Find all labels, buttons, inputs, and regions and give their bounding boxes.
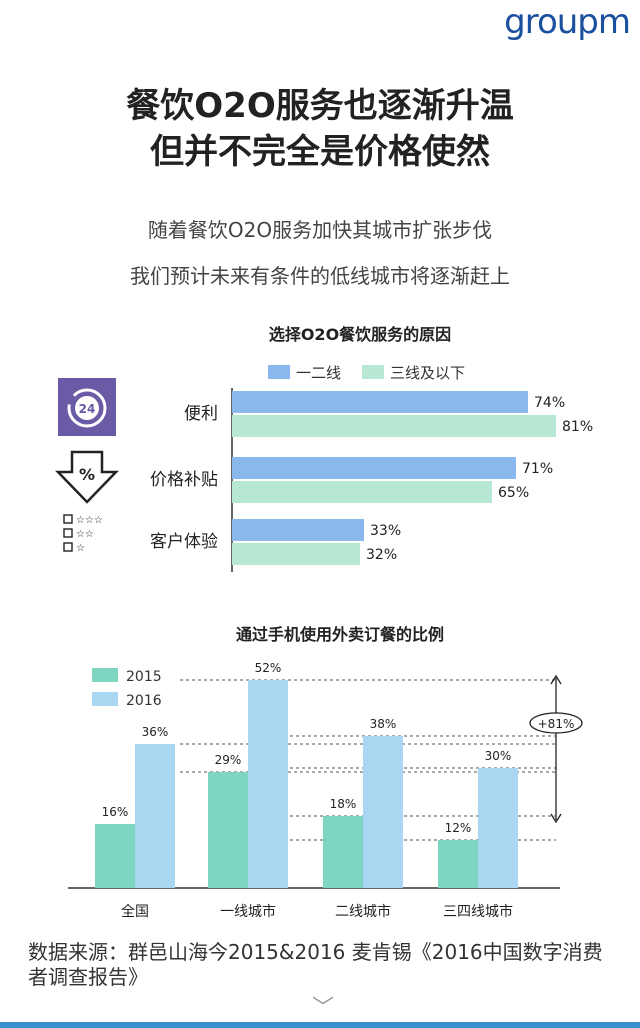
headline-line-1: 餐饮O2O服务也逐渐升温 — [126, 86, 514, 126]
legend-swatch-tier12 — [268, 365, 290, 379]
subtitle-line-2: 我们预计未来有条件的低线城市将逐渐赶上 — [130, 264, 510, 288]
svg-text:24: 24 — [79, 402, 96, 416]
scroll-hint-icon: ﹀ — [312, 996, 335, 1021]
legend-label-tier3: 三线及以下 — [390, 364, 465, 382]
category-label: 价格补贴 — [150, 470, 218, 490]
logo-text: groupm — [504, 2, 631, 42]
bar-2016 — [248, 680, 288, 888]
legend-swatch-tier3 — [362, 365, 384, 379]
bar-value-label: 16% — [102, 805, 129, 819]
data-source-note: 数据来源：群邑山海今2015&2016 麦肯锡《2016中国数字消费者调查报告》 — [28, 940, 603, 989]
legend-label-2015: 2015 — [126, 669, 162, 685]
headline-line-2: 但并不完全是价格使然 — [150, 132, 490, 172]
bar-2016 — [135, 744, 175, 888]
reasons-chart-title: 选择O2O餐饮服务的原因 — [269, 325, 451, 344]
svg-text:☆☆: ☆☆ — [76, 529, 94, 540]
growth-annotation: +81% — [529, 674, 583, 824]
category-label: 全国 — [121, 903, 149, 920]
growth-annotation-label: +81% — [538, 717, 575, 731]
reasons-chart: 选择O2O餐饮服务的原因 一二线 三线及以下 24 % ☆☆☆ ☆☆ ☆ 便利 7… — [55, 325, 593, 572]
bar-value-label: 32% — [366, 547, 397, 563]
bar-value-label: 12% — [445, 821, 472, 835]
category-label: 二线城市 — [335, 903, 391, 920]
groupm-logo: groupm — [504, 2, 631, 42]
rating-checklist-icon: ☆☆☆ ☆☆ ☆ — [63, 514, 103, 554]
bar-tier12 — [232, 457, 516, 479]
bar-value-label: 65% — [498, 485, 529, 501]
legend-swatch-2016 — [92, 692, 118, 706]
bar-tier12 — [232, 519, 364, 541]
subtitle-line-1: 随着餐饮O2O服务加快其城市扩张步伐 — [147, 218, 493, 242]
legend-swatch-2015 — [92, 668, 118, 682]
percent-down-arrow-icon: % — [55, 450, 119, 504]
bar-2016 — [363, 736, 403, 888]
bottom-accent-bar — [0, 1022, 640, 1028]
bar-value-label: 81% — [562, 419, 593, 435]
legend-label-tier12: 一二线 — [296, 364, 341, 382]
bar-2015 — [323, 816, 363, 888]
bar-tier3 — [232, 543, 360, 565]
category-label: 三四线城市 — [443, 903, 513, 920]
bar-value-label: 52% — [255, 661, 282, 675]
bar-tier3 — [232, 415, 556, 437]
24-hour-clock-icon: 24 — [58, 378, 116, 436]
bar-2015 — [438, 840, 478, 888]
bar-value-label: 30% — [485, 749, 512, 763]
category-label: 客户体验 — [150, 532, 218, 552]
bar-value-label: 33% — [370, 523, 401, 539]
bar-2016 — [478, 768, 518, 888]
svg-text:☆☆☆: ☆☆☆ — [76, 515, 103, 526]
bar-tier3 — [232, 481, 492, 503]
bar-value-label: 71% — [522, 461, 553, 477]
svg-text:%: % — [79, 465, 95, 484]
bar-value-label: 18% — [330, 797, 357, 811]
legend-label-2016: 2016 — [126, 693, 162, 709]
mobile-ordering-chart: 通过手机使用外卖订餐的比例 2015 2016 16% 36% 全国 29% 52% 一线… — [68, 625, 583, 920]
bar-value-label: 74% — [534, 395, 565, 411]
bar-2015 — [95, 824, 135, 888]
bar-2015 — [208, 772, 248, 888]
bar-tier12 — [232, 391, 528, 413]
bar-value-label: 38% — [370, 717, 397, 731]
category-label: 一线城市 — [220, 903, 276, 920]
bar-value-label: 36% — [142, 725, 169, 739]
category-label: 便利 — [184, 404, 218, 424]
mobile-ordering-chart-title: 通过手机使用外卖订餐的比例 — [236, 625, 444, 644]
svg-text:☆: ☆ — [76, 543, 85, 554]
bar-value-label: 29% — [215, 753, 242, 767]
